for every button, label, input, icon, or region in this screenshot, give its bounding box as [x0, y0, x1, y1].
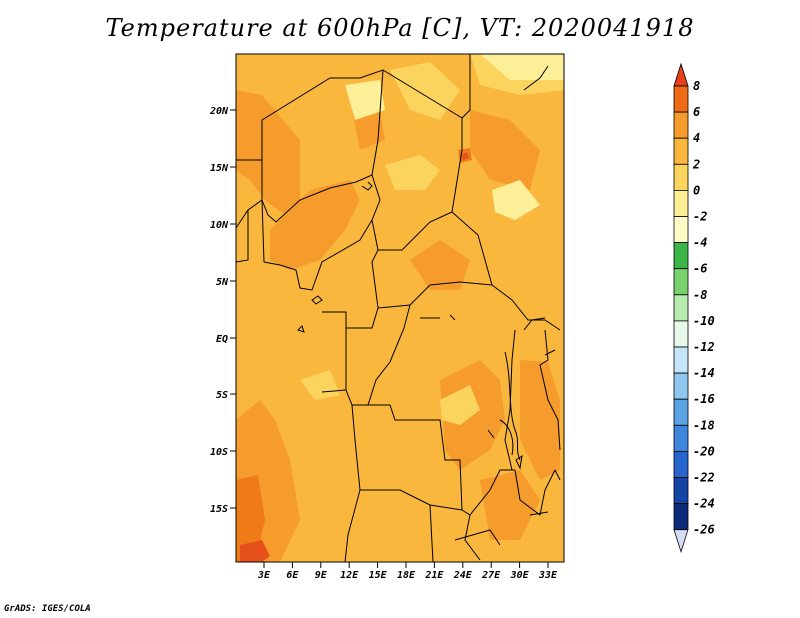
- colorbar-swatch: [673, 320, 689, 348]
- colorbar-swatch: [673, 216, 689, 244]
- temperature-patch: [236, 90, 300, 215]
- colorbar-label: -14: [693, 366, 715, 380]
- temperature-patch: [492, 180, 540, 220]
- lon-tick-label: 9E: [315, 570, 328, 581]
- colorbar-swatch: [673, 268, 689, 296]
- map-field: [236, 54, 564, 562]
- colorbar-swatch: [673, 111, 689, 139]
- colorbar-swatch: [673, 346, 689, 374]
- colorbar-swatch: [673, 242, 689, 270]
- colorbar-label: -20: [693, 444, 715, 458]
- colorbar-label: 0: [693, 183, 700, 197]
- temperature-patch: [390, 62, 460, 120]
- colorbar-label: -6: [693, 262, 707, 276]
- lat-tick-label: 10N: [210, 220, 229, 231]
- lat-tick-label: 5S: [216, 390, 228, 401]
- temperature-patch: [240, 540, 270, 562]
- colorbar-swatch: [673, 450, 689, 478]
- temperature-patch: [410, 240, 470, 290]
- temperature-patch: [305, 190, 340, 220]
- temperature-patch: [385, 155, 440, 190]
- colorbar-label: -24: [693, 497, 715, 511]
- colorbar-label: -12: [693, 340, 715, 354]
- colorbar-swatch: [673, 398, 689, 426]
- lon-tick-label: 21E: [424, 570, 444, 581]
- map-frame: [235, 53, 565, 563]
- country-borders: [236, 54, 561, 562]
- colorbar-label: 4: [693, 131, 700, 145]
- temperature-patch: [520, 360, 560, 480]
- grads-credit: GrADS: IGES/COLA: [4, 604, 91, 614]
- colorbar-swatch: [673, 477, 689, 505]
- lon-tick-label: 24E: [453, 570, 473, 581]
- lon-tick-label: 30E: [510, 570, 530, 581]
- colorbar-arrow-bottom: [673, 529, 689, 554]
- temperature-patch: [462, 152, 469, 160]
- colorbar-swatch: [673, 424, 689, 452]
- colorbar-label: 8: [693, 79, 700, 93]
- colorbar-label: 6: [693, 105, 700, 119]
- colorbar-swatch: [673, 294, 689, 322]
- colorbar-legend: 8 6 4 2 0 -2 -4 -6 -8 -10 -12 -14 -16 -18 -20 -22 -24 -26: [673, 62, 715, 554]
- temperature-patch: [345, 80, 385, 120]
- lat-tick-label: 5N: [216, 277, 229, 288]
- lat-tick-label: 15N: [210, 163, 229, 174]
- lat-tick-label: 20N: [209, 106, 229, 117]
- colorbar-label: -26: [693, 523, 715, 537]
- lat-tick-label: 15S: [210, 504, 228, 515]
- colorbar-label: -10: [693, 314, 715, 328]
- lat-tick-label: 10S: [210, 447, 228, 458]
- colorbar-label: -2: [693, 210, 707, 224]
- colorbar-label: 2: [692, 157, 700, 171]
- temperature-patch: [440, 385, 480, 425]
- colorbar-label: -18: [693, 418, 715, 432]
- colorbar-swatch: [673, 503, 689, 531]
- temperature-patch: [470, 110, 540, 190]
- lon-tick-label: 27E: [481, 570, 501, 581]
- lon-tick-label: 12E: [340, 570, 359, 581]
- colorbar-label: -22: [693, 471, 715, 485]
- chart-title: Temperature at 600hPa [C], VT: 202004191…: [105, 14, 695, 42]
- temperature-patch: [236, 475, 265, 562]
- longitude-axis: 3E 6E 9E 12E 15E 18E 21E 24E 27E 30E 33E: [257, 562, 558, 581]
- lon-tick-label: 18E: [397, 570, 416, 581]
- colorbar-swatch: [673, 189, 689, 217]
- colorbar-swatch: [673, 85, 689, 113]
- temperature-patch: [300, 370, 340, 400]
- colorbar-swatch: [673, 163, 689, 191]
- lon-tick-label: 15E: [369, 570, 388, 581]
- temperature-patches: [236, 54, 564, 562]
- colorbar-label: -8: [693, 288, 707, 302]
- lat-tick-label: EQ: [216, 334, 228, 345]
- lon-tick-label: 33E: [538, 570, 558, 581]
- colorbar-label: -16: [693, 392, 715, 406]
- colorbar-label: -4: [693, 236, 707, 250]
- colorbar-arrow-top: [673, 62, 689, 87]
- temperature-patch: [480, 470, 540, 540]
- colorbar-swatch: [673, 372, 689, 400]
- colorbar-swatch: [673, 137, 689, 165]
- lon-tick-label: 6E: [286, 570, 299, 581]
- latitude-axis: 20N 15N 10N 5N EQ 5S 10S 15S: [209, 106, 236, 515]
- lon-tick-label: 3E: [257, 570, 271, 581]
